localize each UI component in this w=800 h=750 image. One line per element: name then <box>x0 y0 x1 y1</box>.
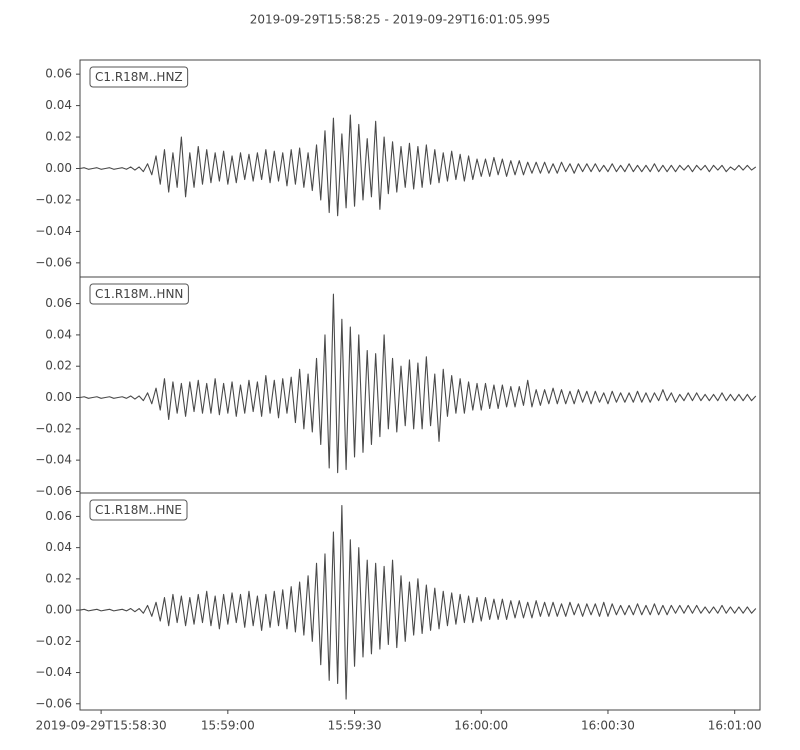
panel-frame <box>79 492 761 711</box>
x-tick-label: 16:00:00 <box>454 719 508 733</box>
y-tick-label: −0.04 <box>35 665 72 679</box>
y-tick-label: 0.02 <box>45 130 72 144</box>
y-tick-label: −0.04 <box>35 453 72 467</box>
plot-area <box>80 114 757 217</box>
x-tick-label: 16:01:00 <box>708 719 762 733</box>
y-tick-label: −0.02 <box>35 634 72 648</box>
plot-area <box>80 504 757 700</box>
chart-title: 2019-09-29T15:58:25 - 2019-09-29T16:01:0… <box>250 13 551 27</box>
legend-label: C1.R18M..HNE <box>95 503 182 517</box>
y-tick-label: 0.00 <box>45 161 72 175</box>
y-tick-label: 0.02 <box>45 571 72 585</box>
y-tick-label: 0.06 <box>45 509 72 523</box>
waveform <box>80 504 757 700</box>
y-tick-label: 0.04 <box>45 98 72 112</box>
y-tick-label: −0.06 <box>35 255 72 269</box>
y-tick-label: −0.06 <box>35 696 72 710</box>
y-tick-label: −0.02 <box>35 192 72 206</box>
y-tick-label: −0.06 <box>35 484 72 498</box>
y-tick-label: 0.04 <box>45 327 72 341</box>
legend-label: C1.R18M..HNN <box>95 287 183 301</box>
y-tick-label: 0.02 <box>45 359 72 373</box>
y-tick-label: −0.04 <box>35 224 72 238</box>
y-tick-label: 0.06 <box>45 67 72 81</box>
waveform <box>80 114 757 217</box>
legend-box <box>89 283 189 305</box>
y-tick-label: 0.00 <box>45 603 72 617</box>
y-tick-label: 0.00 <box>45 390 72 404</box>
waveform <box>80 293 757 474</box>
x-tick-label: 2019-09-29T15:58:30 <box>36 719 167 733</box>
x-tick-label: 15:59:00 <box>201 719 255 733</box>
legend-box <box>89 66 189 88</box>
legend-label: C1.R18M..HNZ <box>95 70 183 84</box>
x-tick-label: 15:59:30 <box>328 719 382 733</box>
y-tick-label: 0.04 <box>45 540 72 554</box>
y-tick-label: −0.02 <box>35 421 72 435</box>
legend-box <box>89 499 188 521</box>
x-tick-label: 16:00:30 <box>581 719 635 733</box>
plot-area <box>80 293 757 474</box>
y-tick-label: 0.06 <box>45 296 72 310</box>
